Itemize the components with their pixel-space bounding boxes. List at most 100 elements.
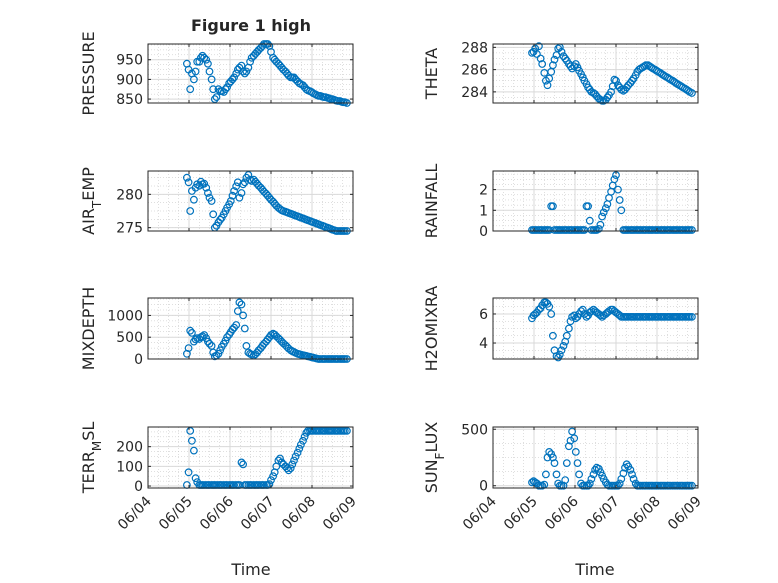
data-point — [649, 313, 657, 321]
y-axis-label: AIRTEMP — [79, 167, 104, 235]
data-point — [617, 206, 626, 215]
data-point — [182, 173, 191, 182]
data-point — [570, 434, 579, 443]
data-point — [605, 307, 613, 316]
y-tick-label: 280 — [116, 187, 143, 203]
data-point — [587, 307, 596, 316]
y-axis-label-part: THETA — [422, 48, 441, 100]
data-point — [568, 313, 576, 321]
x-tick-label: 06/09 — [665, 494, 705, 534]
data-point — [561, 54, 570, 63]
x-tick-label: 06/08 — [624, 494, 664, 534]
data-point — [189, 446, 198, 455]
x-tick-label: 06/06 — [542, 493, 582, 533]
data-point — [200, 179, 209, 188]
axes-box — [492, 170, 699, 232]
data-point — [545, 448, 554, 456]
data-point — [568, 427, 576, 436]
data-point — [186, 326, 195, 335]
data-point — [549, 61, 557, 70]
data-point — [223, 83, 232, 92]
data-point — [191, 474, 200, 483]
data-point — [688, 313, 696, 321]
data-point — [270, 199, 279, 208]
y-tick-label: 286 — [461, 63, 488, 79]
y-axis-label: THETA — [422, 48, 441, 100]
data-point — [610, 75, 619, 84]
data-point — [550, 459, 559, 468]
data-point — [615, 196, 624, 204]
data-point — [562, 459, 571, 468]
data-point — [615, 311, 624, 320]
data-point — [552, 470, 561, 479]
data-point — [614, 185, 622, 194]
data-point — [209, 210, 218, 219]
y-tick-label: 2 — [479, 183, 488, 199]
data-point — [286, 464, 295, 473]
data-point — [267, 476, 275, 485]
data-point — [557, 47, 566, 56]
data-point — [571, 448, 580, 456]
data-point — [619, 469, 628, 478]
data-point — [276, 454, 284, 463]
data-point — [284, 71, 293, 80]
data-point — [615, 479, 624, 488]
data-point — [343, 427, 351, 435]
subplot-theta: 284 286 288 THETA — [422, 40, 699, 105]
data-point — [607, 87, 615, 96]
data-point — [205, 67, 214, 76]
y-axis-label: H2OMIXRA — [422, 286, 441, 372]
data-point — [316, 427, 325, 435]
y-axis-label-part: M — [90, 441, 104, 451]
data-point — [196, 53, 205, 62]
data-point — [561, 476, 570, 485]
data-point — [232, 321, 241, 329]
data-point — [628, 76, 636, 85]
data-point — [237, 189, 246, 197]
data-point — [624, 226, 633, 234]
x-axis-label-left: Time — [230, 560, 270, 579]
data-point — [685, 226, 694, 234]
y-tick-label: 100 — [116, 459, 143, 475]
y-tick-label: 275 — [116, 221, 143, 237]
y-axis-label: MIXDEPTH — [79, 287, 98, 370]
data-point — [612, 76, 620, 85]
y-axis-label-part: H2OMIXRA — [422, 286, 441, 372]
x-tick-label: 06/04 — [460, 493, 500, 533]
data-point — [230, 187, 239, 195]
subplot-terr-msl: 0 100 200 06/04 06/05 06/06 06/07 06/08 06/09 TER… — [79, 422, 360, 534]
data-point — [239, 311, 248, 320]
data-point — [239, 460, 248, 469]
data-point — [228, 191, 237, 200]
y-axis-label-part: RAINFALL — [422, 164, 441, 239]
data-point — [290, 456, 298, 465]
data-point — [629, 475, 638, 483]
data-point — [562, 226, 571, 234]
y-axis-label-part: AIR — [79, 208, 98, 235]
data-point — [291, 452, 300, 461]
data-point — [610, 175, 619, 184]
y-tick-label: 0 — [479, 479, 488, 495]
data-point — [221, 85, 230, 94]
data-point — [203, 189, 212, 197]
data-point — [304, 427, 312, 435]
data-point — [288, 460, 297, 469]
data-point — [269, 472, 278, 481]
data-point — [239, 180, 248, 189]
x-tick-label: 06/04 — [115, 493, 155, 533]
data-point — [186, 427, 195, 435]
data-point — [661, 481, 670, 490]
axes-box — [492, 426, 699, 489]
data-point — [300, 432, 309, 441]
data-point — [575, 470, 583, 479]
y-tick-label: 500 — [461, 422, 488, 438]
data-point — [536, 54, 545, 63]
data-point — [242, 342, 251, 350]
subplot-h2omixra: 4 6 H2OMIXRA — [422, 286, 699, 372]
data-point — [258, 185, 267, 194]
axes-box — [147, 170, 354, 232]
axes-box — [147, 426, 354, 489]
axes-box — [492, 43, 699, 104]
data-point — [198, 332, 207, 341]
